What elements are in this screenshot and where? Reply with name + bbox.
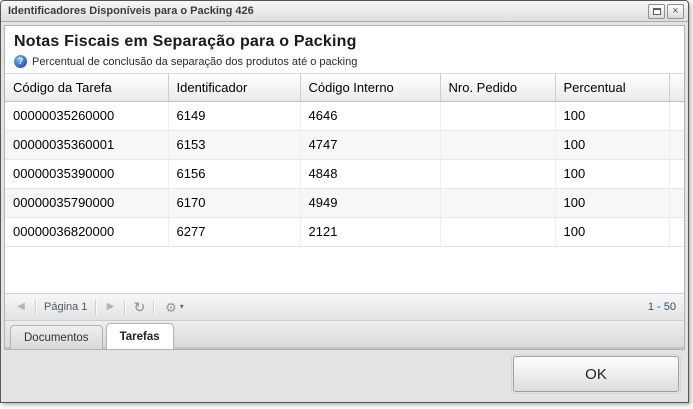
table-cell: 4848 — [300, 159, 441, 189]
table-cell — [440, 188, 556, 218]
footer-toolbar: OK — [4, 350, 685, 399]
table-cell: 100 — [555, 188, 670, 218]
table-cell: 6277 — [168, 217, 301, 247]
table-cell: 6149 — [168, 101, 301, 131]
column-header[interactable]: Identificador — [168, 74, 301, 102]
grid: Código da Tarefa Identificador Código Inte… — [5, 73, 684, 293]
table-cell-filler — [669, 159, 684, 189]
info-text: Percentual de conclusão da separação dos… — [32, 55, 358, 68]
table-cell: 00000035390000 — [5, 159, 169, 189]
column-header[interactable]: Código da Tarefa — [5, 74, 169, 102]
previous-page-button[interactable]: ◀ — [11, 297, 31, 317]
table-row[interactable]: 00000035360001 6153 4747 100 — [5, 130, 684, 160]
ok-button[interactable]: OK — [513, 356, 679, 392]
info-line: ? Percentual de conclusão da separação d… — [14, 55, 675, 68]
chevron-down-icon: ▾ — [179, 302, 184, 311]
paging-toolbar: ◀ Página 1 ▶ ↻ ⚙ ▾ 1 - 50 — [5, 293, 684, 320]
tab-bar: Documentos Tarefas — [5, 320, 684, 349]
table-cell: 00000035260000 — [5, 101, 169, 131]
column-header[interactable]: Nro. Pedido — [440, 74, 556, 102]
table-cell-filler — [669, 130, 684, 160]
table-row[interactable]: 00000035390000 6156 4848 100 — [5, 159, 684, 189]
table-cell — [440, 101, 556, 131]
panel-header: Notas Fiscais em Separação para o Packin… — [5, 26, 684, 73]
table-cell: 100 — [555, 130, 670, 160]
window-title: Identificadores Disponíveis para o Packi… — [8, 5, 254, 17]
record-range-label: 1 - 50 — [647, 301, 676, 313]
table-cell: 00000035790000 — [5, 188, 169, 218]
table-row[interactable]: 00000036820000 6277 2121 100 — [5, 217, 684, 247]
page-title: Notas Fiscais em Separação para o Packin… — [14, 33, 357, 50]
grid-settings-button[interactable]: ⚙ ▾ — [158, 297, 190, 317]
ok-button-focus-ring: OK — [511, 354, 681, 394]
toolbar-separator — [153, 299, 155, 315]
toolbar-separator — [95, 299, 97, 315]
maximize-icon — [652, 7, 661, 15]
table-cell: 4747 — [300, 130, 441, 160]
table-row[interactable]: 00000035790000 6170 4949 100 — [5, 188, 684, 218]
content-panel: Notas Fiscais em Separação para o Packin… — [4, 25, 685, 350]
table-cell — [440, 217, 556, 247]
page-number-label: Página 1 — [44, 301, 88, 313]
table-cell: 100 — [555, 101, 670, 131]
chevron-right-icon: ▶ — [106, 301, 115, 312]
tab-documentos[interactable]: Documentos — [10, 325, 103, 349]
column-header[interactable]: Código Interno — [300, 74, 441, 102]
table-cell-filler — [669, 188, 684, 218]
chevron-left-icon: ◀ — [17, 301, 25, 312]
window-body: Notas Fiscais em Separação para o Packin… — [1, 22, 688, 402]
table-cell: 00000036820000 — [5, 217, 169, 247]
table-cell — [440, 130, 556, 160]
grid-body: 00000035260000 6149 4646 100 00000035360001 6… — [5, 101, 684, 247]
close-button[interactable]: × — [667, 3, 684, 19]
column-header-filler — [669, 74, 684, 102]
maximize-button[interactable] — [648, 3, 665, 19]
table-cell-filler — [669, 217, 684, 247]
next-page-button[interactable]: ▶ — [100, 297, 120, 317]
table-cell: 4949 — [300, 188, 441, 218]
table-cell: 100 — [555, 217, 670, 247]
refresh-button[interactable]: ↻ — [129, 297, 149, 317]
info-icon: ? — [14, 55, 27, 68]
table-cell — [440, 159, 556, 189]
grid-header-row: Código da Tarefa Identificador Código Inte… — [5, 74, 684, 102]
table-cell: 6153 — [168, 130, 301, 160]
column-header[interactable]: Percentual — [555, 74, 670, 102]
table-row[interactable]: 00000035260000 6149 4646 100 — [5, 101, 684, 131]
table-cell: 100 — [555, 159, 670, 189]
table-cell-filler — [669, 101, 684, 131]
titlebar[interactable]: Identificadores Disponíveis para o Packi… — [1, 1, 688, 22]
toolbar-separator — [124, 299, 126, 315]
table-cell: 6156 — [168, 159, 301, 189]
table-cell: 6170 — [168, 188, 301, 218]
toolbar-separator — [35, 299, 36, 315]
refresh-icon: ↻ — [133, 299, 146, 315]
table-cell: 00000035360001 — [5, 130, 169, 160]
table-cell: 2121 — [300, 217, 441, 247]
gear-icon: ⚙ — [165, 299, 177, 315]
tab-tarefas[interactable]: Tarefas — [105, 323, 174, 349]
close-icon: × — [672, 4, 679, 17]
dialog-window: Identificadores Disponíveis para o Packi… — [0, 0, 689, 403]
table-cell: 4646 — [300, 101, 441, 131]
